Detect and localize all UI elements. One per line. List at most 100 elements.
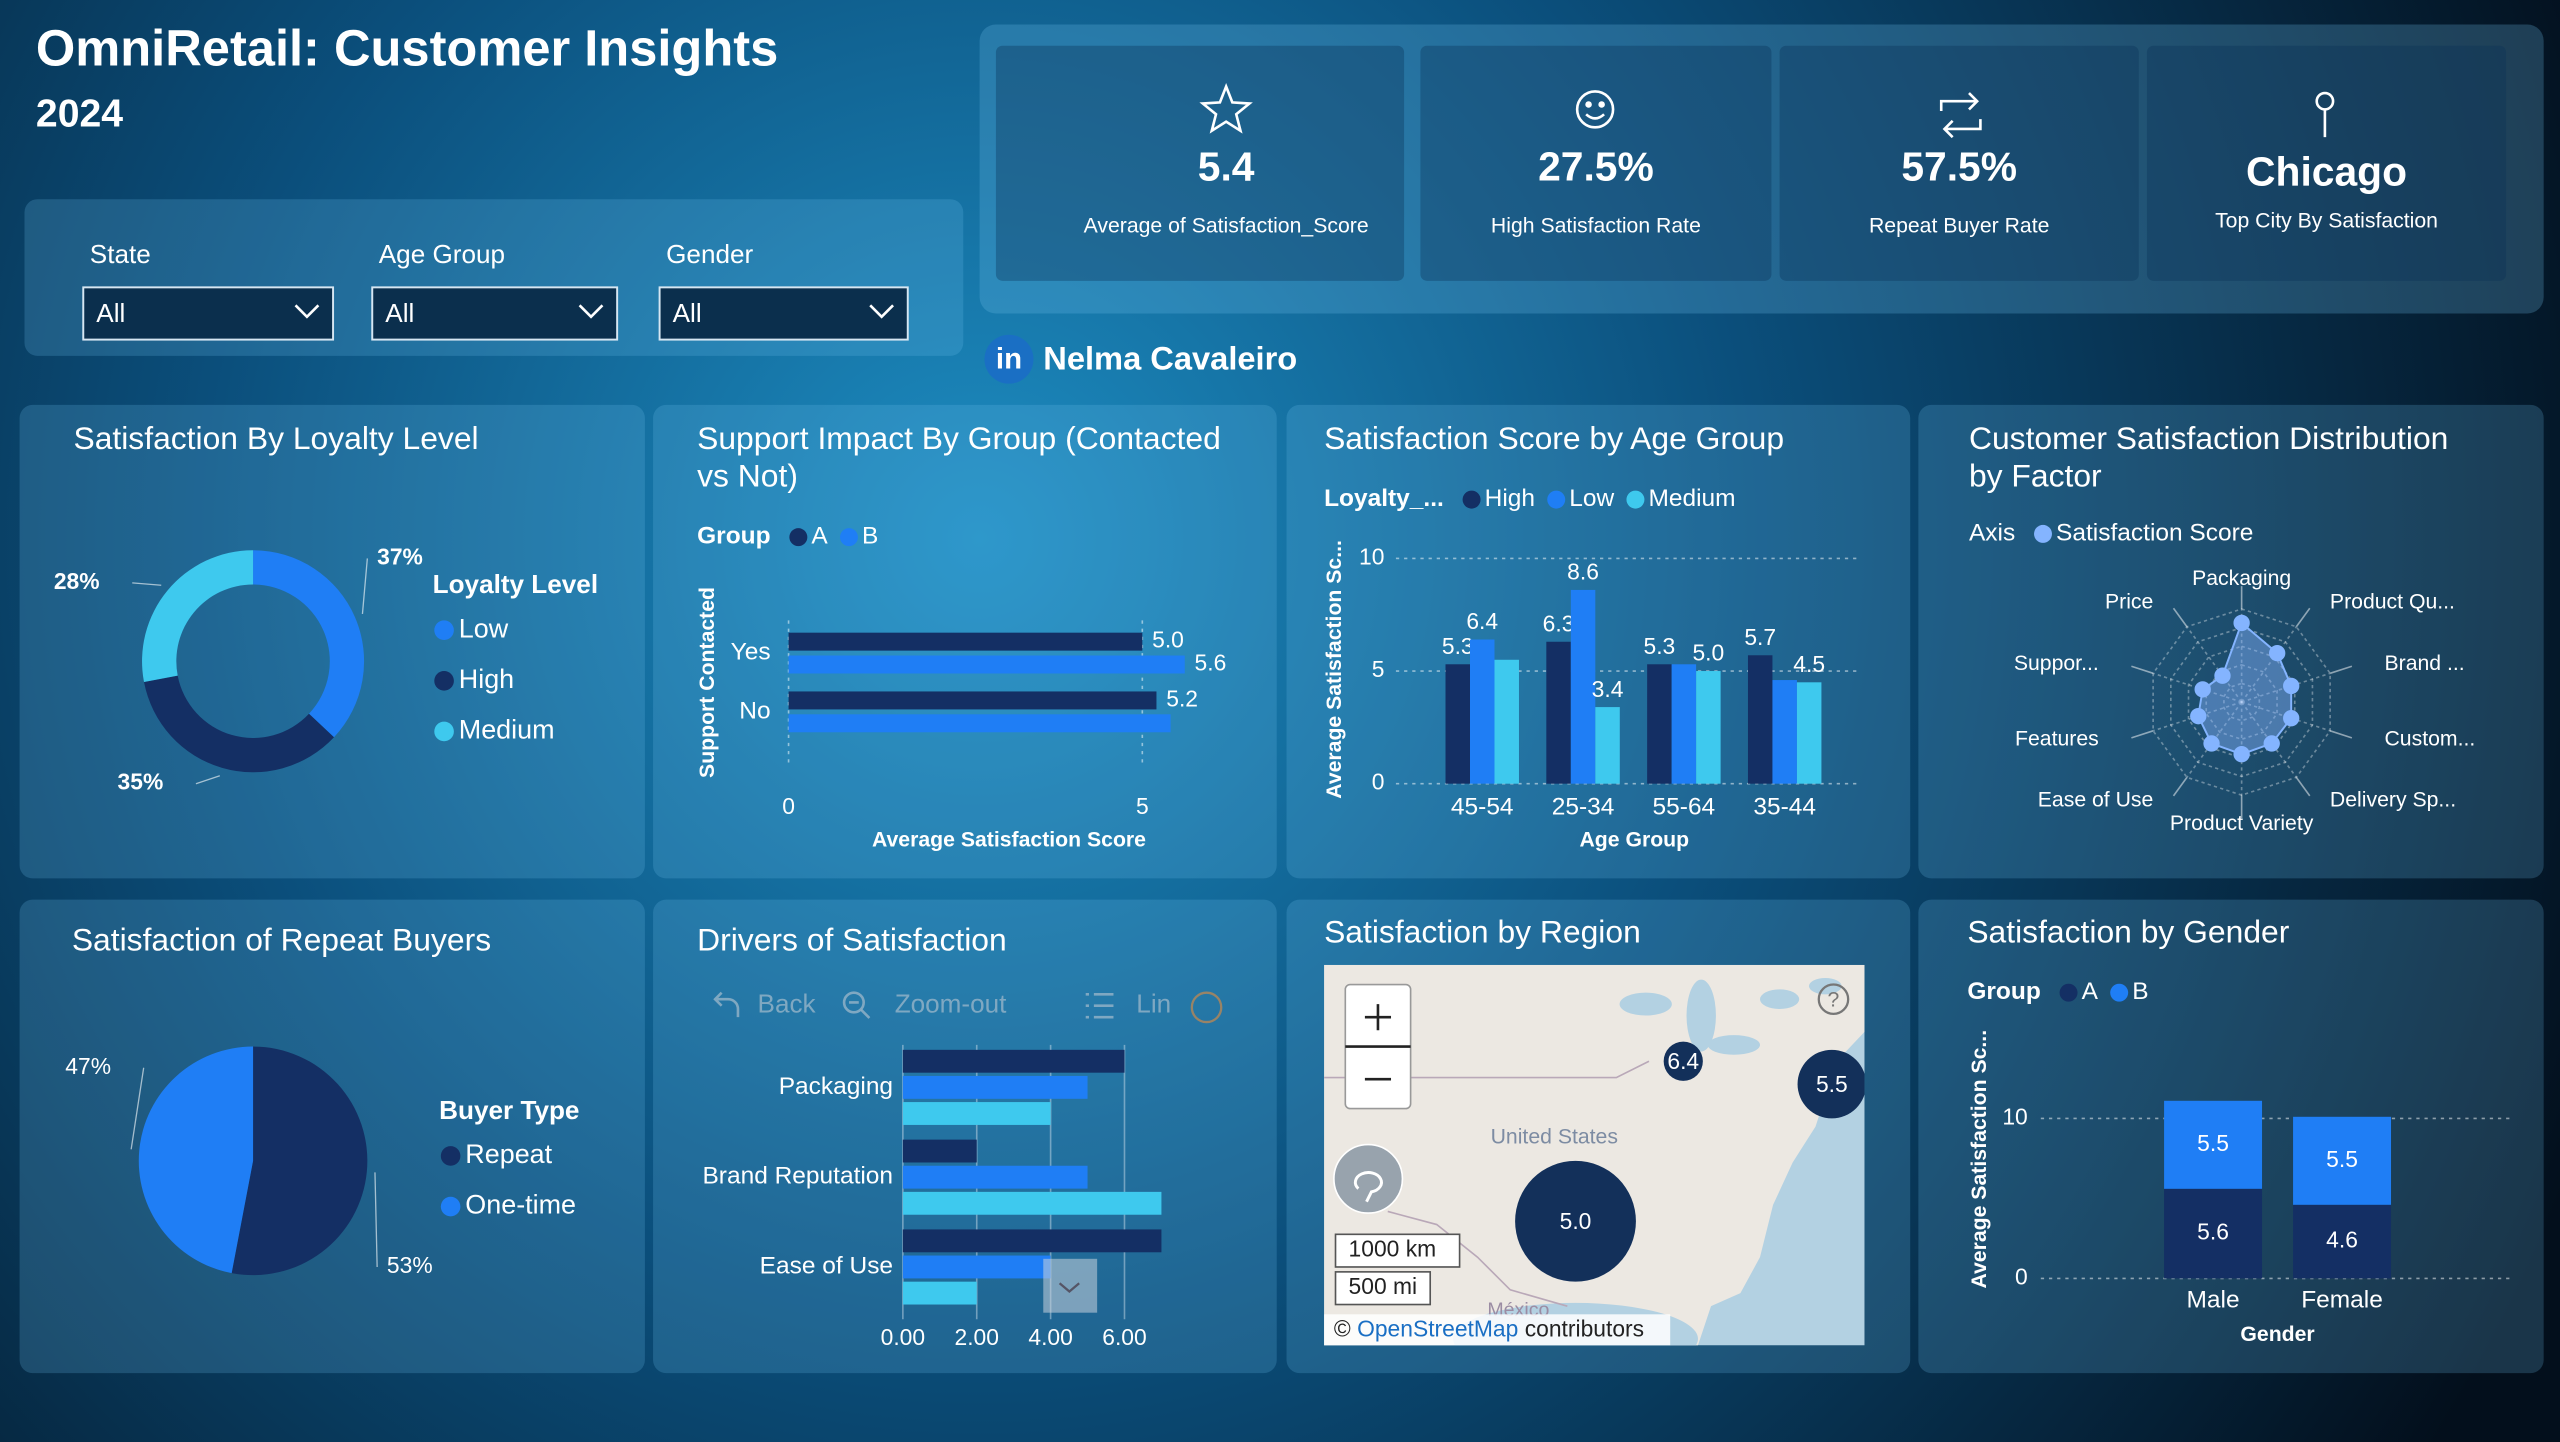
chart-title: Satisfaction By Loyalty Level [73,420,478,456]
data-label: 5.2 [1166,685,1198,711]
toolbar-button[interactable]: Back [758,989,817,1019]
y-tick-label: 5 [1372,656,1385,682]
kpi-icon [1199,82,1253,134]
data-label: 8.6 [1567,559,1599,585]
label-leader [2295,776,2311,797]
leader-line [132,582,162,586]
toolbar-button[interactable]: Zoom-out [895,989,1007,1019]
linkedin-icon-text: in [996,343,1022,376]
slice [231,1046,368,1276]
slice [138,1046,254,1274]
y-tick-label: 10 [2002,1103,2027,1129]
kpi-panel [979,24,2544,314]
attribution-link[interactable]: OpenStreetMap [1357,1316,1518,1342]
legend-marker [789,528,808,547]
bar [1494,659,1519,784]
legend-marker [1547,490,1566,509]
lasso-button[interactable] [1333,1143,1404,1214]
data-label: 5.0 [1152,627,1184,653]
data-label: 6.3 [1543,610,1575,636]
x-tick-label: 55-64 [1653,794,1716,821]
radar-point [2263,735,2280,752]
bar [902,1049,1125,1073]
y-tick-label: 0 [1372,769,1385,795]
map-bubble[interactable] [1663,1041,1703,1081]
kpi-icon [1939,92,1982,139]
x-tick-label: 35-44 [1753,794,1816,821]
kpi-label: Top City By Satisfaction [2215,210,2438,233]
toolbar-button[interactable]: Lin [1136,989,1171,1019]
map-place-label: United States [1491,1126,1618,1149]
x-tick-label: 6.00 [1102,1324,1146,1350]
bar [1546,641,1571,784]
kpi-card [2146,45,2507,281]
map-bubble[interactable] [1515,1160,1636,1282]
scale-box [1334,1233,1461,1268]
legend-marker [839,528,858,547]
axis-label: Brand ... [2384,652,2464,675]
legend-label: A [2082,978,2099,1005]
data-label: 5.6 [2197,1219,2229,1245]
filter-label: Age Group [379,239,505,269]
x-tick-label: Male [2187,1287,2240,1314]
legend-label: Medium [1648,485,1735,512]
data-label: 5.5 [2197,1130,2229,1156]
radar-point [2233,746,2250,763]
data-label: 4.6 [2326,1227,2358,1253]
map-lake [1686,979,1716,1052]
radar-web [2170,626,2314,778]
chart-title: Customer Satisfaction Distribution by Fa… [1969,420,2457,494]
kpi-label: High Satisfaction Rate [1491,215,1701,238]
help-icon [1190,991,1223,1024]
bar [1747,655,1773,784]
legend-marker [440,1196,461,1217]
legend-marker [2059,983,2078,1002]
data-label: 37% [377,543,423,569]
legend-marker [1626,490,1645,509]
leader-line [374,1172,378,1267]
axis-label: Product Variety [2170,812,2314,835]
radar-point [2214,667,2231,684]
label-leader [2172,776,2188,797]
legend-label: One-time [465,1190,576,1220]
bar-segment [2164,1100,2263,1189]
y-tick-label: 10 [1359,543,1384,569]
x-tick-label: 4.00 [1028,1324,1072,1350]
data-label: 5.5 [2326,1146,2358,1172]
bar [1445,664,1470,784]
axis-label: Delivery Sp... [2330,789,2456,812]
x-tick-label: 2.00 [955,1324,999,1350]
legend-label: B [862,523,878,550]
scale-label: 500 mi [1349,1273,1418,1299]
zoom-icon [842,991,865,1014]
lasso-icon [1353,1171,1383,1203]
bar [788,632,1143,651]
dashboard-subtitle: 2024 [36,92,123,135]
y-axis-label: Average Satisfaction Sc... [1323,540,1346,799]
list-icon [1085,993,1114,1019]
map-bubble[interactable] [1797,1049,1867,1119]
x-tick-label: 0 [782,793,795,819]
kpi-card [1420,45,1772,281]
author-name: Nelma Cavaleiro [1043,339,1297,376]
data-label: 5.0 [1560,1208,1592,1234]
data-label: 5.6 [1195,650,1227,676]
dropdown[interactable] [82,286,335,341]
bar-segment [2293,1204,2392,1279]
bar [902,1139,977,1163]
leader-line [361,558,368,614]
bar [1772,680,1797,784]
chevron [869,304,894,319]
dropdown[interactable] [371,286,619,341]
data-label: 6.4 [1667,1048,1699,1074]
help-icon [1817,983,1850,1016]
kpi-label: Average of Satisfaction_Score [1084,215,1369,238]
radar-point [2283,677,2300,695]
kpi-value: 5.4 [1198,144,1255,190]
bar [1696,671,1721,784]
legend-marker [434,721,454,742]
y-tick-label: Yes [731,639,771,666]
dropdown[interactable] [658,286,909,341]
